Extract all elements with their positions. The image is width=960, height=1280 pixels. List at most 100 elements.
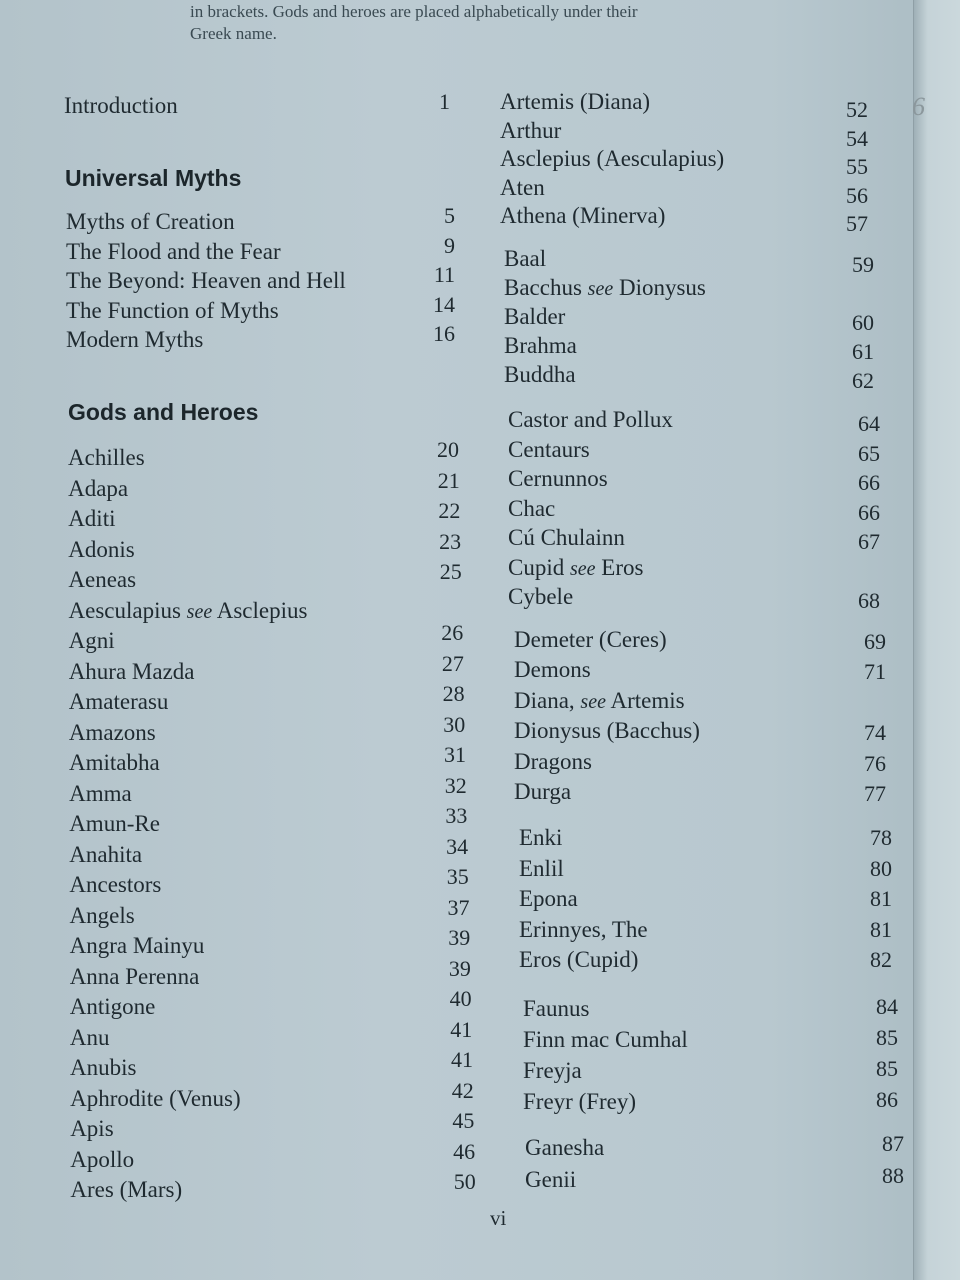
toc-entry: Agni xyxy=(69,627,115,655)
entry-label: Cú Chulainn xyxy=(508,525,625,550)
entry-page-number: 81 xyxy=(870,886,892,911)
entry-page-number: 33 xyxy=(445,803,468,828)
entry-label: Dionysus (Bacchus) xyxy=(514,718,700,744)
toc-entry: Epona xyxy=(519,885,578,913)
entry-page-number: 71 xyxy=(864,659,886,685)
lead-text-line-2: Greek name. xyxy=(190,24,277,43)
entry-page-number: 88 xyxy=(882,1163,904,1188)
toc-entry: Anahita xyxy=(69,841,142,869)
entry-label: Demons xyxy=(514,657,591,683)
entry-label: Faunus xyxy=(523,996,590,1021)
toc-entry: Ares (Mars) xyxy=(70,1176,182,1204)
entry-label: Eros (Cupid) xyxy=(519,947,639,972)
entry-label: Ahura Mazda xyxy=(68,658,195,684)
entry-page-number: 41 xyxy=(451,1047,473,1072)
entry-page-number: 67 xyxy=(858,529,880,554)
entry-label: Apis xyxy=(70,1116,114,1141)
entry-label: Bacchus xyxy=(504,275,582,300)
toc-entry: Aesculapius see Asclepius xyxy=(69,597,308,626)
see-reference: see xyxy=(186,600,213,623)
entry-label: Amun-Re xyxy=(69,811,160,836)
toc-entry-introduction: Introduction xyxy=(64,93,178,118)
entry-page-number: 5 xyxy=(444,203,455,228)
entry-page-number: 76 xyxy=(864,750,886,776)
entry-page-number: 81 xyxy=(870,916,892,942)
entry-page-number: 65 xyxy=(858,440,880,466)
entry-label: Freyr (Frey) xyxy=(523,1089,637,1114)
toc-entry: Faunus xyxy=(523,995,589,1023)
toc-entry: Amun-Re xyxy=(69,810,160,838)
toc-entry: Aeneas xyxy=(68,566,136,594)
toc-entry: Diana, see Artemis xyxy=(514,687,685,716)
entry-page-number: 11 xyxy=(433,262,455,287)
toc-entry: Modern Myths xyxy=(66,326,203,354)
entry-label: Genii xyxy=(525,1167,577,1192)
toc-entry: Dragons xyxy=(514,748,592,776)
entry-label: Aditi xyxy=(68,506,116,531)
entry-page-number: 22 xyxy=(438,498,461,523)
entry-page-number: 9 xyxy=(444,232,455,258)
entry-page-number: 21 xyxy=(437,467,460,493)
entry-page-number: 14 xyxy=(433,291,455,317)
toc-entry: Angra Mainyu xyxy=(70,932,205,960)
entry-label: Achilles xyxy=(68,445,145,470)
entry-label: Chac xyxy=(508,495,556,521)
entry-page-number: 82 xyxy=(870,947,892,972)
entry-page-number: 35 xyxy=(446,864,469,889)
toc-entry: Aditi xyxy=(68,505,115,533)
entry-page-number: 32 xyxy=(444,772,467,798)
entry-page-number: 25 xyxy=(439,559,462,584)
see-reference: see xyxy=(580,690,606,713)
entry-page-number: 46 xyxy=(453,1138,476,1164)
entry-label: Aphrodite (Venus) xyxy=(70,1085,241,1111)
toc-entry: Apollo xyxy=(70,1146,134,1174)
entry-page-number: 66 xyxy=(858,499,880,525)
entry-page-number: 84 xyxy=(876,994,898,1019)
toc-entry: Balder xyxy=(504,303,565,331)
entry-label: Balder xyxy=(504,304,566,329)
toc-entry: Freyja xyxy=(523,1057,582,1085)
toc-entry: Demeter (Ceres) xyxy=(514,626,667,654)
entry-label: Athena (Minerva) xyxy=(500,203,666,228)
see-reference: see xyxy=(569,557,596,580)
entry-page-number: 20 xyxy=(437,437,459,462)
entry-page-number: 56 xyxy=(846,182,868,208)
toc-entry: Amitabha xyxy=(69,749,160,777)
entry-label: Anahita xyxy=(69,841,143,867)
see-target: Asclepius xyxy=(216,597,308,623)
lead-text-line-1: in brackets. Gods and heroes are placed … xyxy=(190,2,638,21)
entry-label: Centaurs xyxy=(508,436,590,462)
entry-label: Anu xyxy=(69,1024,110,1050)
entry-page-number: 30 xyxy=(443,711,466,737)
entry-page-number: 50 xyxy=(453,1169,476,1194)
entry-label: Epona xyxy=(519,886,578,911)
toc-entry: Ganesha xyxy=(525,1134,604,1162)
entry-label: Agni xyxy=(68,628,115,653)
entry-label: Erinnyes, The xyxy=(519,916,648,942)
page-edge xyxy=(913,0,960,1280)
toc-entry: Asclepius (Aesculapius) xyxy=(500,145,724,173)
toc-entry: Athena (Minerva) xyxy=(500,202,665,230)
entry-page-number: 74 xyxy=(864,720,886,746)
entry-label: Adonis xyxy=(68,536,135,562)
toc-entry: The Function of Myths xyxy=(66,297,279,325)
entry-page-number: 39 xyxy=(448,955,471,981)
entry-label: Dragons xyxy=(514,748,592,774)
entry-label: Enlil xyxy=(519,855,564,881)
entry-label: Amazons xyxy=(68,719,156,745)
toc-entry: Ahura Mazda xyxy=(69,658,195,686)
entry-label: Adapa xyxy=(68,475,129,501)
toc-entry: Angels xyxy=(70,902,135,930)
entry-page-number: 87 xyxy=(882,1131,904,1156)
toc-entry: Adapa xyxy=(68,475,128,503)
entry-label: Cupid xyxy=(508,554,565,580)
entry-label: Aeneas xyxy=(68,567,137,592)
entry-page-number: 62 xyxy=(852,368,874,393)
entry-label: Demeter (Ceres) xyxy=(514,627,667,652)
entry-label: The Flood and the Fear xyxy=(66,238,281,264)
entry-label: Aten xyxy=(500,174,545,200)
page-number: vi xyxy=(490,1206,507,1230)
toc-page-introduction: 1 xyxy=(439,89,450,114)
entry-page-number: 28 xyxy=(442,681,465,706)
entry-label: Apollo xyxy=(70,1146,135,1172)
